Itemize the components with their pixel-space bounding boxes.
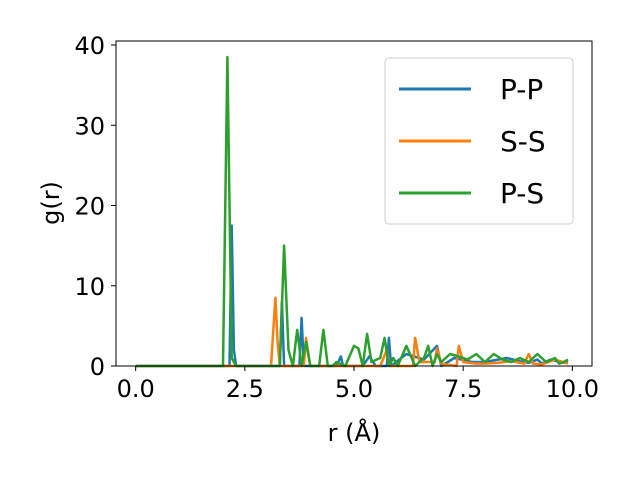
legend: P-P S-S P-S xyxy=(384,57,574,225)
legend-label-s-s: S-S xyxy=(500,125,546,158)
x-axis-label: r (Å) xyxy=(328,418,381,447)
x-tick-label: 10.0 xyxy=(546,375,599,403)
y-axis-label: g(r) xyxy=(37,181,65,225)
legend-label-p-s: P-S xyxy=(500,177,544,210)
x-tick-label: 2.5 xyxy=(226,375,264,403)
y-tick-label: 40 xyxy=(74,32,105,60)
y-axis-ticks: 0 10 20 30 40 xyxy=(74,32,116,381)
y-tick-label: 0 xyxy=(90,353,105,381)
x-tick-label: 0.0 xyxy=(117,375,155,403)
y-tick-label: 20 xyxy=(74,193,105,221)
series-line-p-s xyxy=(135,55,569,368)
x-tick-label: 5.0 xyxy=(335,375,373,403)
x-tick-label: 7.5 xyxy=(444,375,482,403)
y-tick-label: 10 xyxy=(74,273,105,301)
x-axis-ticks: 0.0 2.5 5.0 7.5 10.0 xyxy=(117,366,599,403)
y-tick-label: 30 xyxy=(74,112,105,140)
legend-label-p-p: P-P xyxy=(500,73,543,106)
legend-frame xyxy=(384,57,574,225)
legend-entries: P-P S-S P-S xyxy=(399,73,546,210)
